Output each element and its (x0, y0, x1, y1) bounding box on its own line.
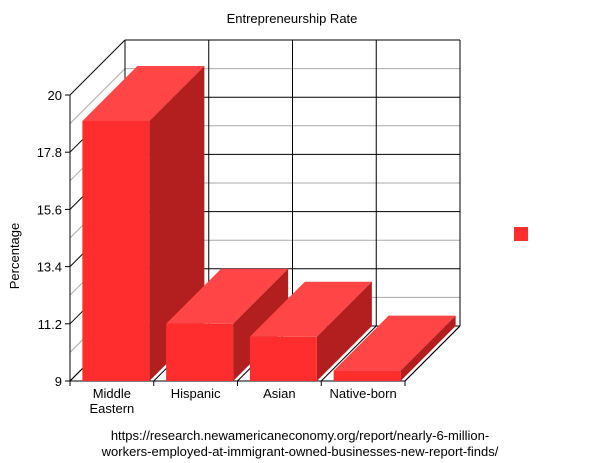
bars (82, 66, 456, 381)
floor-line (320, 325, 377, 382)
legend-swatch (514, 227, 528, 241)
y-axis-title: Percentage (7, 223, 22, 290)
source-line-1: https://research.newamericaneconomy.org/… (110, 428, 490, 443)
bar-front (249, 336, 317, 381)
x-tick-label: Hispanic (171, 386, 221, 401)
chart-title: Entrepreneurship Rate (227, 11, 358, 26)
bar-top (166, 268, 289, 324)
bar (166, 268, 289, 381)
gridline-minor-side (69, 68, 126, 124)
bar-front (333, 370, 401, 381)
y-tick-label: 9 (55, 374, 62, 389)
bar-side (233, 268, 289, 381)
bar-front (166, 323, 234, 381)
y-tick-label: 11.2 (38, 317, 62, 332)
y-tick-label: 15.6 (37, 202, 62, 217)
source-line-2: workers-employed-at-immigrant-owned-busi… (101, 444, 499, 459)
bar (82, 66, 205, 381)
bar (333, 315, 456, 381)
y-tick-label: 20 (48, 88, 62, 103)
x-tick-label: Native-born (330, 386, 397, 401)
x-tick-label: Eastern (89, 401, 134, 416)
bar-side (316, 281, 372, 381)
floor-right-edge (404, 325, 461, 382)
bar (249, 281, 372, 381)
bar-side (400, 315, 456, 381)
gridline-side (69, 39, 126, 96)
x-tick-label: Asian (263, 386, 296, 401)
bar-front (82, 121, 150, 381)
source-url: https://research.newamericaneconomy.org/… (0, 428, 600, 460)
y-tick-label: 13.4 (37, 260, 62, 275)
x-tick-label: Middle (93, 386, 131, 401)
bar-top (82, 66, 205, 121)
y-tick-label: 17.8 (37, 145, 62, 160)
bar-top (333, 315, 456, 371)
bar-top (249, 281, 372, 337)
